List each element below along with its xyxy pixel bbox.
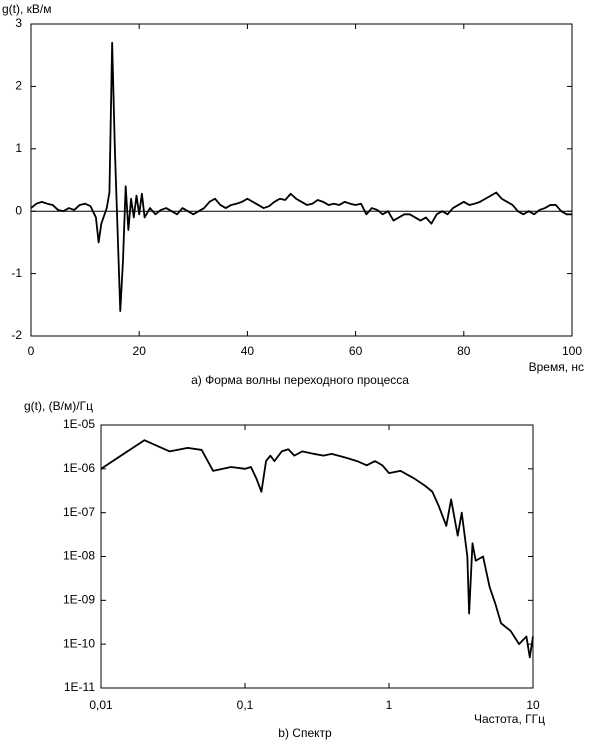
y-tick-label: 1	[15, 141, 22, 155]
x-tick-label: 20	[133, 344, 147, 358]
y-axis-label: g(t), (В/м)/Гц	[24, 399, 93, 413]
x-tick-label: 80	[457, 344, 471, 358]
x-tick-label: 10	[526, 698, 540, 712]
y-tick-label: 1E-10	[63, 636, 95, 650]
chart-title: а) Форма волны переходного процесса	[191, 373, 409, 387]
data-line	[30, 41, 572, 312]
y-tick-label: 1E-11	[64, 680, 95, 694]
y-tick-label: 3	[15, 16, 22, 30]
data-line	[100, 439, 534, 659]
chart-title: b) Спектр	[278, 726, 332, 740]
x-tick-label: 0	[28, 344, 35, 358]
y-tick-label: 2	[15, 79, 22, 93]
x-tick-label: 1	[386, 698, 393, 712]
plot-frame	[30, 23, 573, 337]
y-tick-label: -2	[11, 328, 22, 342]
x-tick-label: 100	[562, 344, 582, 358]
y-tick-label: 1E-07	[63, 505, 95, 519]
y-tick-label: 1E-06	[63, 461, 95, 475]
x-tick-label: 0,1	[237, 698, 254, 712]
y-tick-label: -1	[11, 266, 22, 280]
y-tick-label: 1E-08	[63, 549, 95, 563]
y-tick-label: 1E-09	[63, 593, 95, 607]
x-axis-label: Частота, ГГц	[474, 712, 545, 726]
y-axis-label: g(t), кВ/м	[2, 2, 52, 16]
x-tick-label: 0,01	[89, 698, 113, 712]
x-tick-label: 40	[241, 344, 255, 358]
y-tick-label: 1E-05	[63, 417, 95, 431]
x-tick-label: 60	[349, 344, 363, 358]
y-tick-label: 0	[15, 203, 22, 217]
x-axis-label: Время, нс	[529, 360, 584, 374]
